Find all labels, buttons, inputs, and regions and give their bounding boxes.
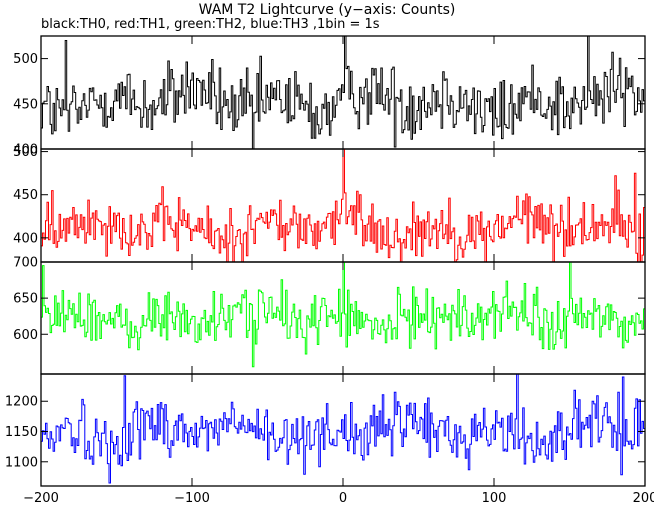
y-tick-label: 500 xyxy=(13,52,38,67)
y-tick-label: 650 xyxy=(13,292,38,307)
x-tick-label: 200 xyxy=(633,491,654,505)
series-th2-line xyxy=(41,261,645,368)
y-tick-label: 400 xyxy=(13,143,38,158)
y-tick-label: 1150 xyxy=(5,425,38,440)
series-th3-line xyxy=(41,373,645,484)
series-th1-line xyxy=(41,148,645,263)
y-tick-label: 450 xyxy=(13,97,38,112)
chart-title: WAM T2 Lightcurve (y−axis: Counts) xyxy=(198,2,456,18)
y-tick-label: 600 xyxy=(13,328,38,343)
y-tick-label: 500 xyxy=(13,145,38,160)
y-tick-label: 700 xyxy=(13,256,38,271)
y-tick-label: 1100 xyxy=(5,455,38,470)
chart-legend-text: black:TH0, red:TH1, green:TH2, blue:TH3 … xyxy=(41,17,380,32)
x-tick-label: 100 xyxy=(482,491,507,505)
x-tick-label: −200 xyxy=(23,491,59,505)
x-tick-label: −100 xyxy=(174,491,210,505)
x-tick-label: 0 xyxy=(339,491,347,505)
series-th0-line xyxy=(41,35,645,150)
panel-frame-th3 xyxy=(40,373,646,487)
y-tick-label: 1200 xyxy=(5,395,38,410)
y-tick-label: 450 xyxy=(13,188,38,203)
y-tick-label: 400 xyxy=(13,231,38,246)
